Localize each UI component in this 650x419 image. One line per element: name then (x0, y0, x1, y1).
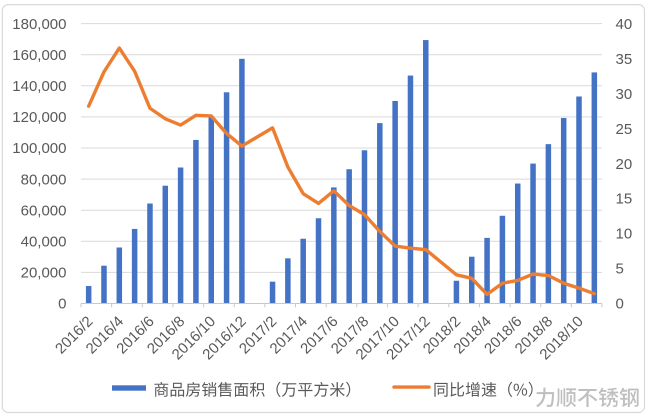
svg-text:0: 0 (58, 296, 66, 313)
svg-text:100,000: 100,000 (12, 140, 66, 157)
svg-text:40: 40 (616, 16, 633, 33)
svg-text:40,000: 40,000 (21, 234, 67, 251)
svg-text:20: 20 (616, 156, 633, 173)
svg-text:0: 0 (616, 296, 624, 313)
svg-text:140,000: 140,000 (12, 78, 66, 95)
svg-text:180,000: 180,000 (12, 16, 66, 33)
svg-text:35: 35 (616, 51, 633, 68)
svg-text:30: 30 (616, 86, 633, 103)
svg-text:5: 5 (616, 261, 624, 278)
svg-text:80,000: 80,000 (21, 171, 67, 188)
svg-text:10: 10 (616, 226, 633, 243)
svg-text:15: 15 (616, 191, 633, 208)
svg-text:60,000: 60,000 (21, 202, 67, 219)
svg-text:160,000: 160,000 (12, 47, 66, 64)
svg-text:120,000: 120,000 (12, 109, 66, 126)
svg-text:25: 25 (616, 121, 633, 138)
svg-text:20,000: 20,000 (21, 265, 67, 282)
